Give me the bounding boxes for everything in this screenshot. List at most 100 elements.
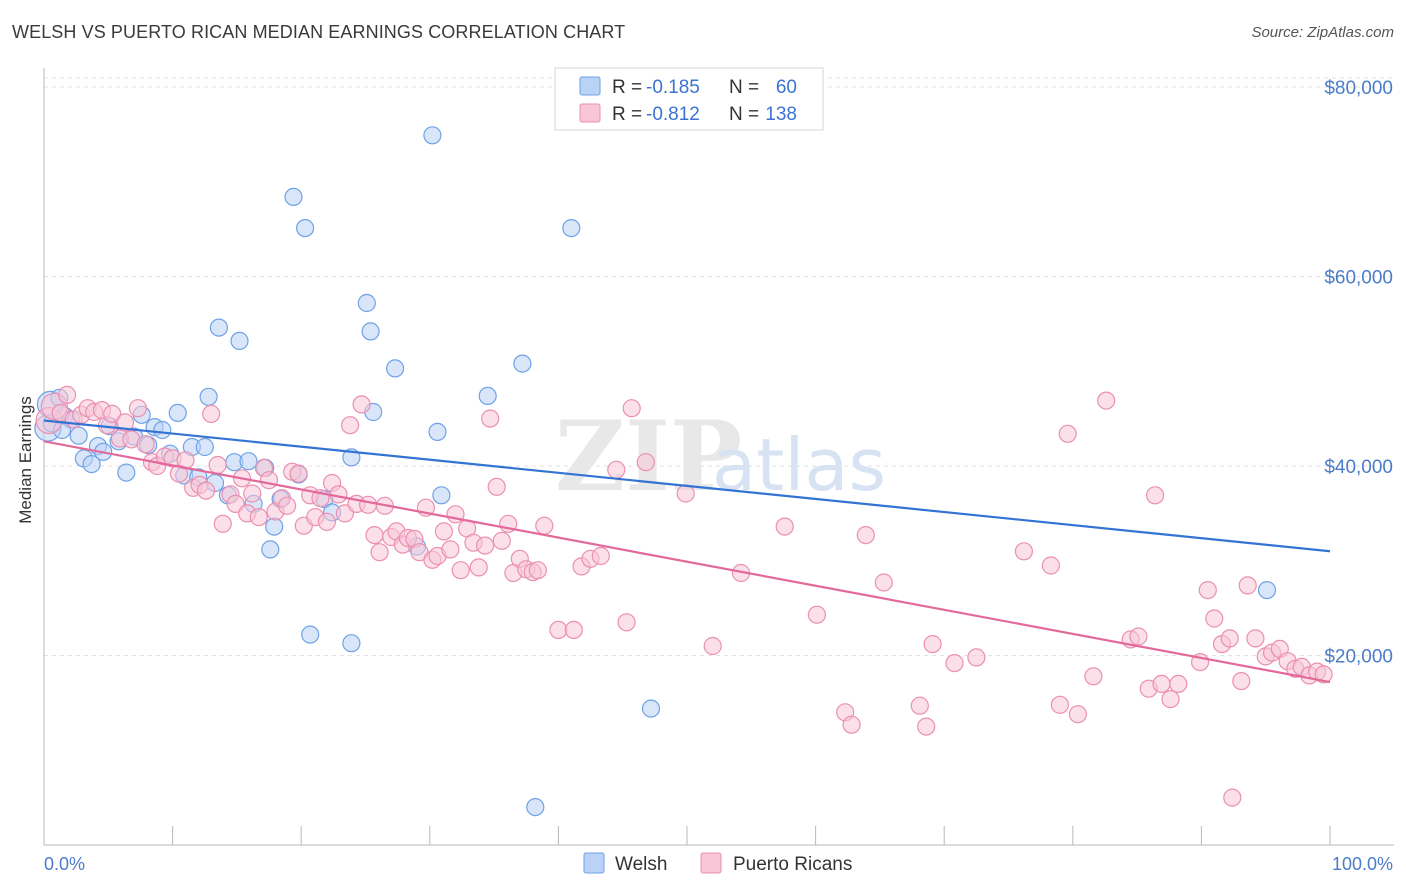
data-point — [278, 496, 297, 515]
legend-r-value-welsh: -0.185 — [646, 77, 700, 98]
data-point — [1129, 627, 1148, 646]
data-point — [103, 404, 122, 423]
data-point — [476, 536, 495, 555]
data-point — [641, 699, 661, 718]
data-point — [230, 331, 249, 350]
data-point — [317, 512, 336, 532]
data-point — [607, 460, 626, 479]
data-point — [807, 605, 827, 624]
data-point — [1084, 667, 1103, 686]
data-point — [492, 531, 511, 550]
data-point — [1050, 695, 1070, 714]
data-point — [478, 386, 497, 405]
source-credit: Source: ZipAtlas.com — [1251, 24, 1394, 41]
data-point — [153, 420, 172, 440]
data-point — [1232, 671, 1251, 691]
data-point — [676, 484, 695, 503]
legend-swatch-puerto-ricans-bottom — [700, 852, 722, 874]
data-point — [1238, 576, 1257, 595]
data-point — [1058, 424, 1077, 443]
data-point — [202, 404, 221, 423]
data-point — [115, 413, 135, 432]
x-tick-label-min: 0.0% — [44, 854, 85, 874]
data-point — [1246, 629, 1265, 648]
data-point — [196, 481, 216, 500]
data-point — [386, 359, 405, 378]
data-point — [284, 187, 303, 206]
data-point — [168, 403, 187, 422]
data-point — [591, 546, 610, 566]
data-point — [451, 561, 470, 580]
series-puerto-ricans-points — [35, 385, 1333, 807]
data-point — [208, 455, 227, 475]
data-point — [513, 354, 532, 373]
data-point — [564, 620, 583, 640]
data-point — [636, 453, 655, 472]
data-point — [945, 653, 964, 673]
data-point — [441, 540, 460, 559]
data-point — [1223, 788, 1242, 807]
data-point — [249, 507, 268, 527]
data-point — [1169, 674, 1188, 694]
data-point — [1152, 674, 1171, 694]
data-point — [535, 516, 554, 535]
data-point — [57, 385, 77, 404]
data-point — [434, 522, 453, 541]
trend-lines — [43, 419, 1331, 684]
data-point — [352, 395, 371, 414]
data-point — [856, 525, 875, 545]
data-point — [136, 435, 155, 454]
data-point — [622, 399, 641, 418]
data-point — [923, 634, 942, 654]
y-tick-label: $20,000 — [1324, 646, 1393, 667]
data-point — [239, 452, 258, 471]
data-point — [428, 422, 447, 441]
data-point — [296, 219, 315, 238]
legend-swatch-welsh — [579, 76, 601, 96]
data-point — [487, 477, 506, 496]
watermark: ZIP atlas — [555, 400, 886, 513]
data-point — [423, 126, 442, 145]
legend-label-puerto-ricans: Puerto Ricans — [733, 854, 852, 875]
y-axis-label: Median Earnings — [16, 396, 35, 524]
data-point — [703, 636, 722, 656]
data-point — [1068, 705, 1088, 724]
correlation-legend: R = -0.185 N = 60 R = -0.812 N = 138 — [554, 67, 824, 131]
data-point — [341, 416, 360, 435]
data-point — [432, 486, 451, 505]
legend-n-value-puerto-ricans: 138 — [765, 104, 797, 125]
data-point — [1097, 391, 1116, 410]
data-point — [1041, 556, 1061, 575]
data-point — [874, 573, 893, 592]
data-point — [301, 625, 320, 644]
data-point — [199, 387, 218, 406]
data-point — [359, 495, 378, 514]
data-point — [365, 525, 384, 545]
data-point — [562, 219, 581, 238]
legend-r-value-puerto-ricans: -0.812 — [646, 104, 700, 125]
data-point — [549, 620, 568, 640]
trend-line — [43, 440, 1331, 684]
data-point — [209, 318, 228, 337]
data-point — [213, 514, 232, 533]
data-point — [265, 517, 284, 536]
y-tick-label: $80,000 — [1324, 78, 1393, 99]
chart-title: WELSH VS PUERTO RICAN MEDIAN EARNINGS CO… — [12, 22, 626, 42]
data-point — [1198, 580, 1217, 600]
data-point — [289, 464, 308, 483]
data-point — [917, 717, 936, 736]
data-point — [1145, 486, 1165, 505]
data-point — [69, 426, 88, 445]
data-point — [1257, 580, 1277, 600]
data-point — [775, 517, 794, 536]
y-tick-label: $40,000 — [1324, 457, 1393, 478]
legend-r-label-puerto-ricans: R = — [612, 104, 642, 125]
series-legend: Welsh Puerto Ricans — [583, 852, 852, 875]
legend-n-label-welsh: N = — [729, 77, 759, 98]
data-point — [528, 561, 547, 580]
data-point — [243, 484, 262, 503]
data-point — [967, 648, 986, 667]
watermark-atlas: atlas — [712, 423, 886, 507]
legend-n-value-welsh: 60 — [776, 77, 797, 98]
